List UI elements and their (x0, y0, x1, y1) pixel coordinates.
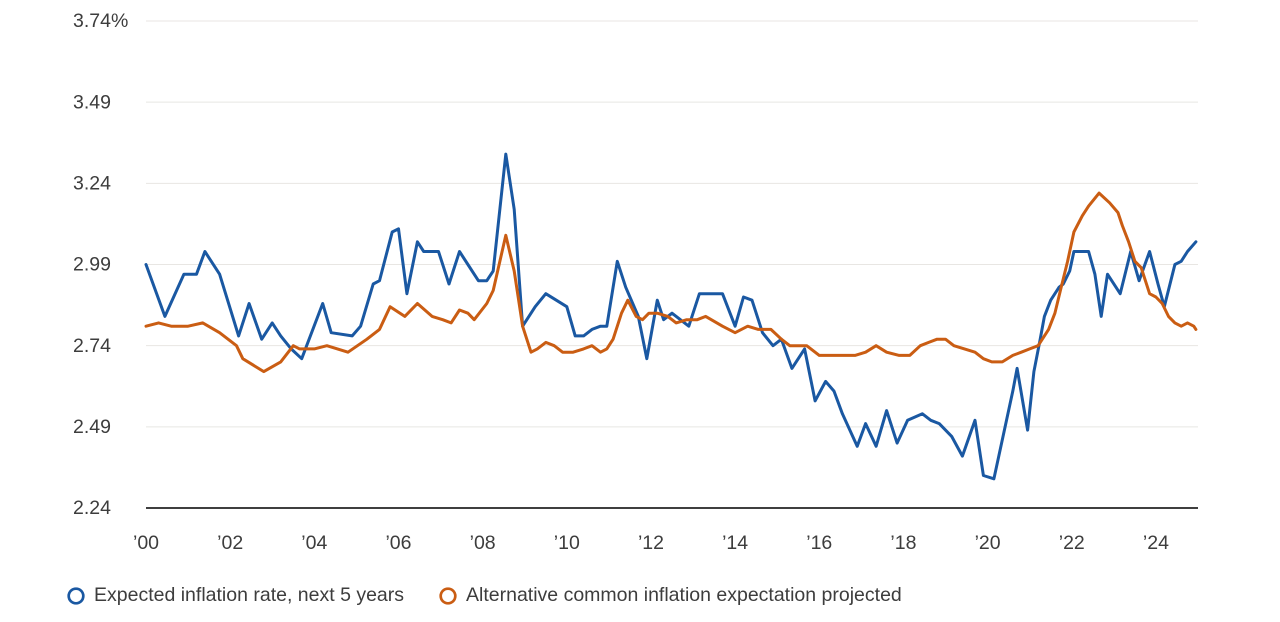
y-tick-label: 3.74% (73, 10, 128, 32)
x-tick-label: ’12 (638, 532, 664, 554)
series-line-expected-inflation (144, 152, 1198, 481)
open-circle-orange-icon (439, 586, 457, 605)
y-tick-label: 2.99 (73, 254, 111, 276)
x-tick-label: ’00 (133, 532, 159, 554)
y-tick-label: 2.74 (73, 335, 111, 357)
x-tick-label: ’06 (385, 532, 411, 554)
x-tick-label: ’18 (890, 532, 916, 554)
x-tick-label: ’16 (806, 532, 832, 554)
x-tick-label: ’20 (975, 532, 1001, 554)
x-tick-label: ’04 (301, 532, 327, 554)
x-tick-label: ’24 (1143, 532, 1169, 554)
x-tick-label: ’10 (554, 532, 580, 554)
plot-area: 3.74% 3.49 3.24 2.99 2.74 2.49 2.24 ’00 ’02 ’04 ’0… (73, 10, 1198, 554)
series-line-alternative-expectation (144, 191, 1198, 374)
y-tick-label: 3.49 (73, 91, 111, 113)
y-tick-label: 2.49 (73, 416, 111, 438)
legend-label-alternative-expectation: Alternative common inflation expectation… (466, 584, 902, 606)
legend-item-expected-inflation: Expected inflation rate, next 5 years (66, 584, 404, 607)
x-tick-label: ’14 (722, 532, 748, 554)
x-tick-label: ’22 (1059, 532, 1085, 554)
legend: Expected inflation rate, next 5 years Al… (66, 584, 902, 607)
x-tick-label: ’02 (217, 532, 243, 554)
legend-label-expected-inflation: Expected inflation rate, next 5 years (94, 584, 405, 606)
y-tick-label: 3.24 (73, 172, 111, 194)
y-tick-label: 2.24 (73, 497, 111, 519)
open-circle-blue-icon (67, 586, 85, 605)
legend-item-alternative-expectation: Alternative common inflation expectation… (438, 584, 902, 607)
x-tick-label: ’08 (470, 532, 496, 554)
